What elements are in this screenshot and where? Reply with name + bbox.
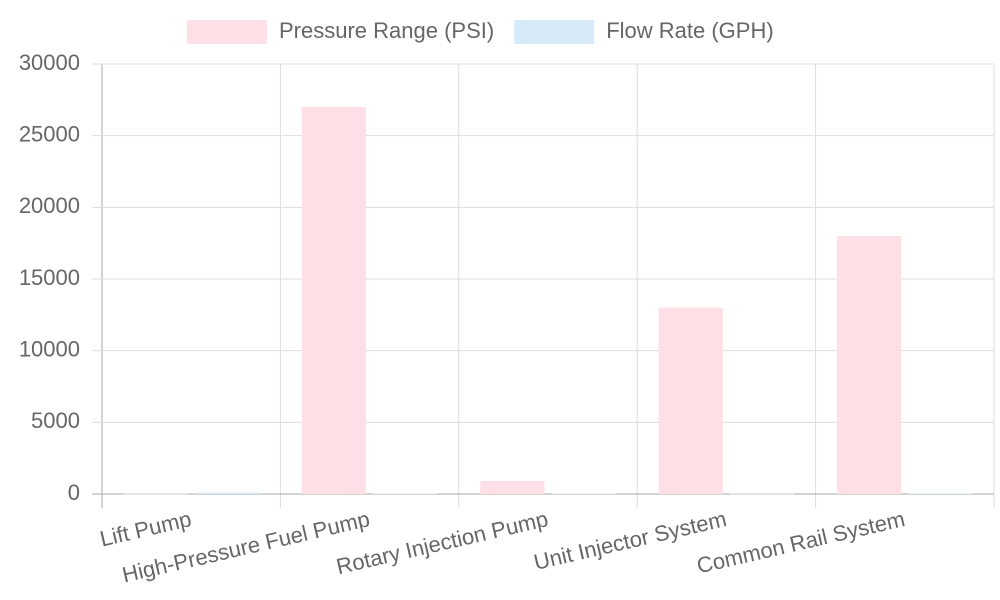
y-tick-label: 15000: [19, 265, 80, 290]
bar: [194, 492, 259, 494]
bar: [658, 307, 723, 494]
bar: [301, 107, 367, 494]
legend-label: Flow Rate (GPH): [606, 18, 773, 43]
bar: [551, 493, 616, 495]
bar: [908, 493, 973, 494]
bar: [480, 481, 545, 494]
y-tick-label: 30000: [19, 50, 80, 75]
x-tick-label: Common Rail System: [694, 506, 907, 578]
y-tick-label: 10000: [19, 336, 80, 361]
legend-label: Pressure Range (PSI): [279, 18, 494, 43]
bar: [837, 236, 902, 494]
y-tick-label: 0: [68, 480, 80, 505]
legend-swatch: [187, 20, 267, 44]
y-tick-label: 25000: [19, 121, 80, 146]
y-tick-label: 5000: [31, 408, 80, 433]
y-tick-label: 20000: [19, 193, 80, 218]
bar: [373, 493, 438, 494]
bar: [123, 493, 188, 495]
x-tick-label: Lift Pump: [97, 506, 193, 551]
bar: [729, 493, 795, 495]
legend-swatch: [514, 20, 595, 44]
